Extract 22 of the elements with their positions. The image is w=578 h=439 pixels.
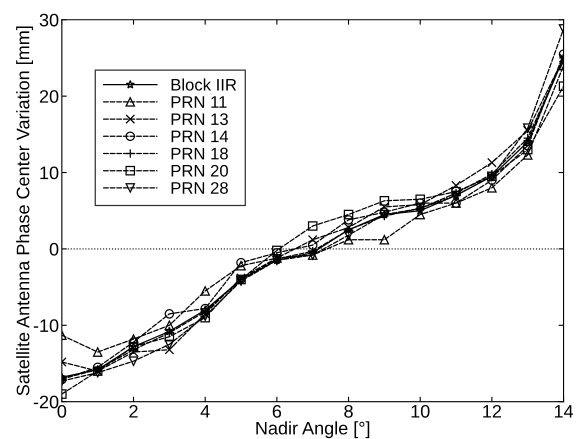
y-tick-label: -10 [34, 319, 58, 332]
legend-label: PRN 28 [172, 182, 228, 194]
x-tick-label: 12 [483, 404, 502, 418]
legend-label: PRN 13 [172, 113, 228, 126]
x-tick-label: 4 [200, 405, 210, 418]
x-tick-label: 6 [272, 404, 282, 418]
legend-label: PRN 14 [172, 130, 228, 142]
y-axis-title: Satellite Antenna Phase Center Variation [mm] [16, 26, 33, 396]
y-tick-label: 20 [40, 90, 58, 103]
x-tick-label: 2 [129, 404, 138, 418]
x-tick-label: 14 [554, 405, 574, 418]
x-tick-label: 8 [344, 404, 353, 418]
y-tick-label: 30 [40, 14, 58, 26]
legend-label: Block IIR [172, 78, 236, 91]
legend-label: PRN 18 [172, 148, 228, 160]
y-tick-label: 10 [40, 166, 58, 180]
legend-label: PRN 11 [172, 96, 227, 108]
x-tick-label: 10 [412, 404, 430, 418]
x-axis-title: Nadir Angle [°] [256, 421, 370, 438]
legend-label: PRN 20 [172, 164, 228, 177]
y-tick-label: -20 [34, 396, 58, 408]
y-tick-label: 0 [50, 242, 58, 256]
